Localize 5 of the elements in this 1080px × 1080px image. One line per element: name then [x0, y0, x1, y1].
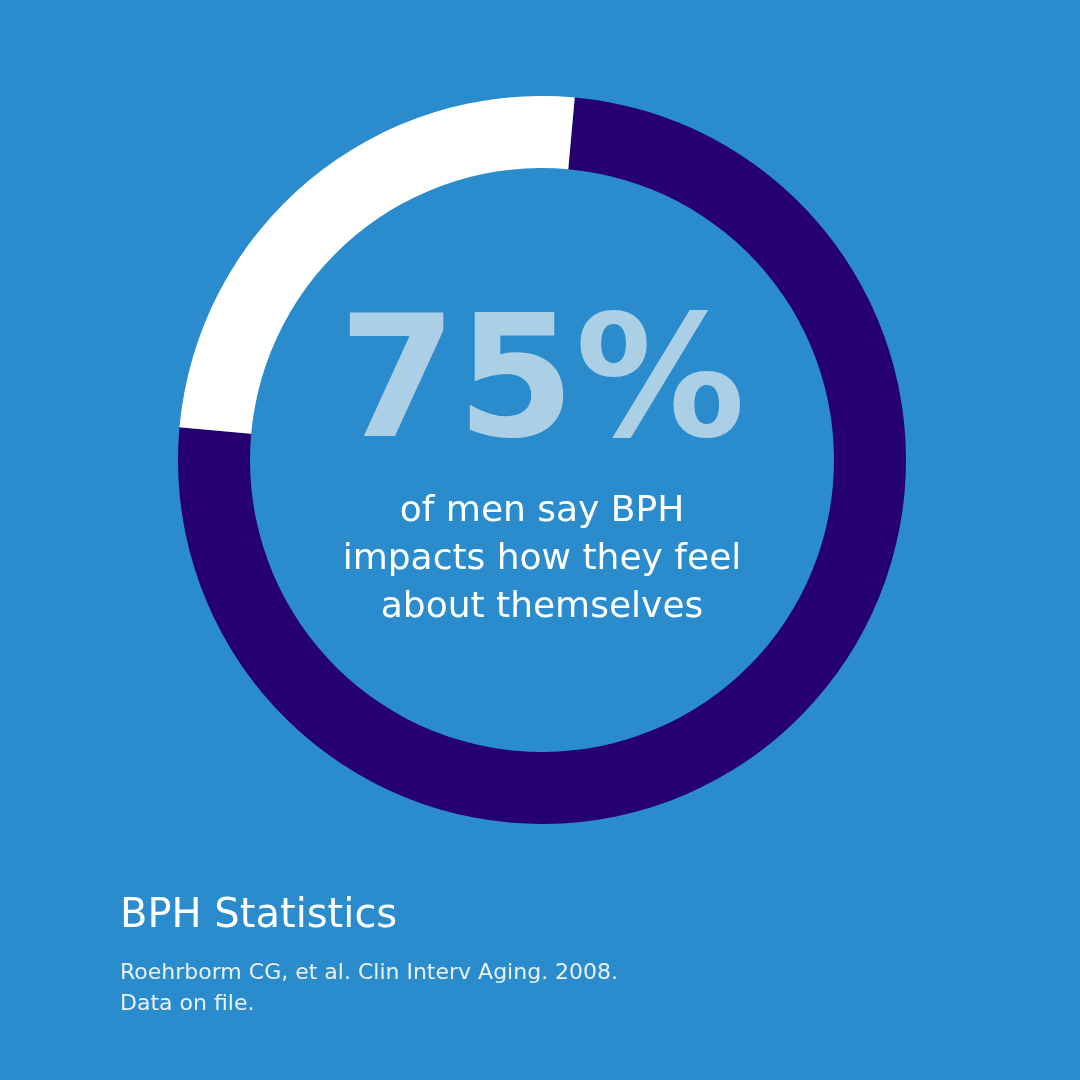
text: BPH Statistics	[120, 890, 398, 936]
text: Data on file.	[120, 990, 255, 1015]
text: Roehrborm CG, et al. Clin Interv Aging. 2008.	[120, 959, 619, 984]
data-label: 75%	[338, 278, 746, 476]
text: of men say BPH impacts how they feel about themselves	[342, 488, 742, 625]
